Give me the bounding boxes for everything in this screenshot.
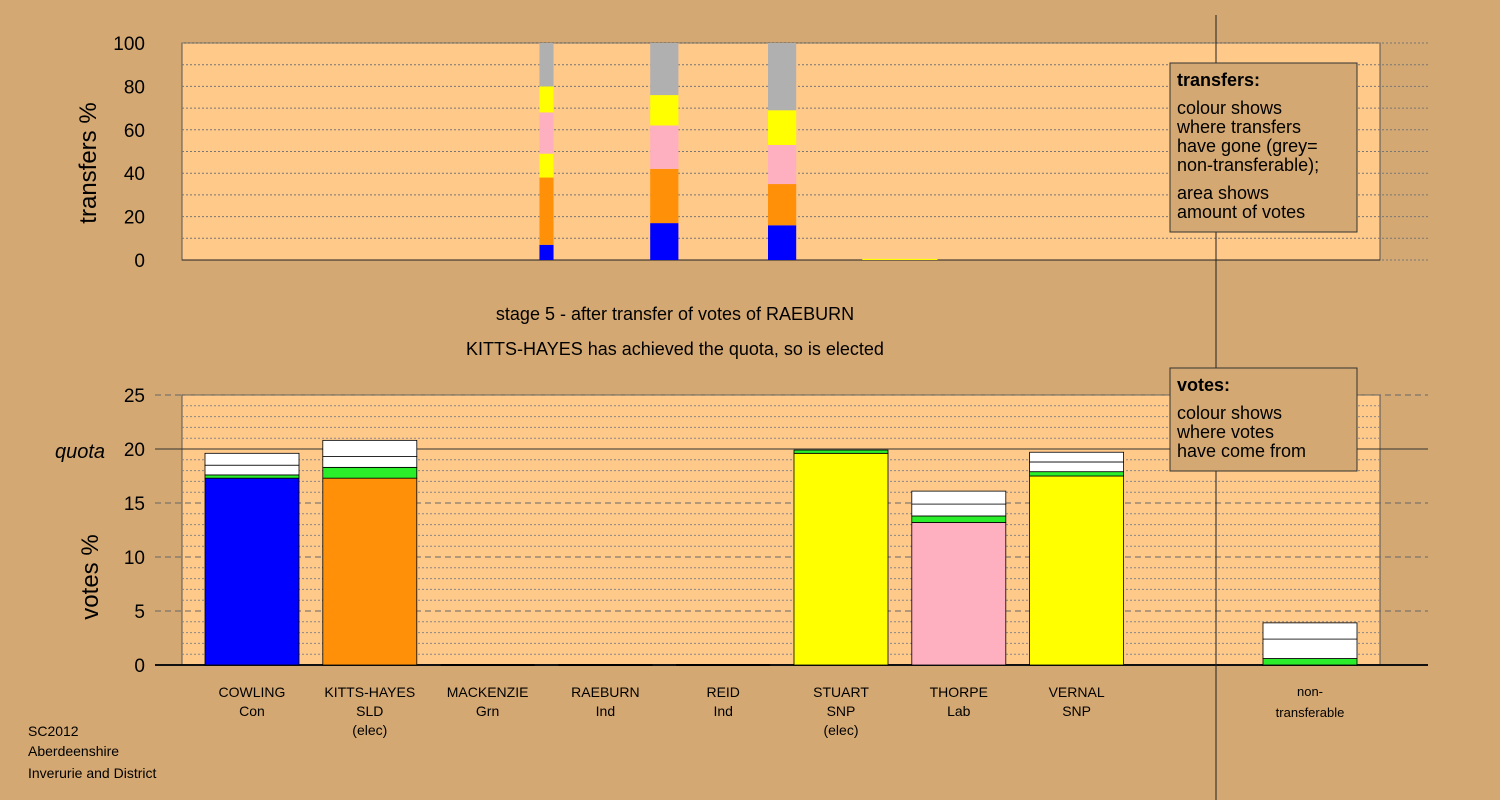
votes-y-tick: 25 [124,386,145,407]
transfers-y-tick: 40 [124,164,145,185]
election-id: SC2012 [28,723,79,739]
transfers-legend-line: area shows [1177,183,1269,203]
transfers-y-tick: 20 [124,208,145,229]
transfers-y-tick: 100 [113,34,145,55]
votes-legend-line: colour shows [1177,403,1282,423]
vote-segment [1262,622,1358,640]
vote-segment [1029,475,1124,666]
vote-segment [322,466,418,479]
candidate-status: (elec) [823,722,858,738]
transfer-segment [539,43,554,87]
vote-segment [911,522,1007,666]
transfers-y-tick: 0 [134,251,145,272]
votes-legend: votes: colour shows where votes have com… [1169,367,1358,472]
transfers-legend-line: non-transferable); [1177,155,1319,175]
candidate-party: SNP [827,703,856,719]
candidate-name: KITTS-HAYES [324,684,415,700]
transfer-segment [539,177,554,245]
transfers-legend-title: transfers: [1177,70,1260,90]
vote-segment [322,456,418,468]
transfer-segment [650,168,679,224]
transfers-legend-line: where transfers [1176,117,1301,137]
transfer-segment [539,153,554,178]
votes-bars [204,439,1358,666]
vote-segment [793,452,889,666]
transfer-segment [768,43,797,111]
candidate-name: THORPE [930,684,988,700]
axis-labels: 0 20 40 60 80 100 0 5 10 15 20 25 [113,34,145,677]
vote-segment [322,477,418,666]
transfer-segment [539,244,554,260]
candidate-party: Ind [596,703,615,719]
vote-segment [793,449,889,454]
transfer-segment [768,184,797,226]
candidate-name: REID [706,684,739,700]
transfer-segment [650,95,679,126]
candidate-party: Con [239,703,265,719]
transfers-y-axis-title: transfers % [75,102,102,223]
candidate-party: SNP [1062,703,1091,719]
ward-name: Inverurie and District [28,765,156,781]
vote-segment [322,439,418,457]
quota-label: quota [55,441,105,463]
transfer-segment [650,223,679,260]
vote-segment [204,477,300,666]
vote-segment [1029,461,1124,473]
candidate-party: Grn [476,703,499,719]
transfer-segment [539,112,554,154]
candidate-party: Ind [713,703,732,719]
candidate-labels: COWLING Con KITTS-HAYES SLD (elec) MACKENZIE G… [219,684,1105,738]
vote-segment [1029,451,1124,463]
candidate-status: (elec) [352,722,387,738]
transfers-y-tick: 80 [124,77,145,98]
vote-segment [911,490,1007,505]
transfer-segment [768,110,797,145]
candidate-name: COWLING [219,684,286,700]
transfers-legend-line: have gone (grey= [1177,136,1318,156]
vote-segment [1262,658,1358,666]
vote-segment [911,503,1007,517]
votes-y-tick: 10 [124,548,145,569]
transfer-segment [768,225,797,260]
candidate-name: STUART [813,684,869,700]
vote-segment [204,452,300,466]
votes-legend-line: where votes [1176,422,1274,442]
votes-y-tick: 20 [124,440,145,461]
council-name: Aberdeenshire [28,743,119,759]
transfers-legend-line: colour shows [1177,98,1282,118]
vote-segment [1262,638,1358,659]
transfers-y-tick: 60 [124,121,145,142]
votes-y-axis-title: votes % [77,534,104,619]
transfer-segment [768,144,797,185]
candidate-name: VERNAL [1049,684,1105,700]
transfer-segment [539,86,554,113]
stage-caption: stage 5 - after transfer of votes of RAE… [496,304,854,324]
nontransferable-label-line2: transferable [1276,705,1345,720]
candidate-party: SLD [356,703,383,719]
votes-legend-title: votes: [1177,375,1230,395]
candidate-party: Lab [947,703,971,719]
candidate-name: RAEBURN [571,684,639,700]
transfers-legend: transfers: colour shows where transfers … [1169,62,1358,233]
votes-legend-line: have come from [1177,441,1306,461]
transfer-segment [650,125,679,169]
vote-segment [1029,471,1124,477]
votes-y-tick: 5 [134,602,145,623]
elected-caption: KITTS-HAYES has achieved the quota, so i… [466,339,884,359]
vote-segment [204,474,300,479]
transfer-segment [862,258,938,260]
candidate-name: MACKENZIE [447,684,529,700]
transfers-legend-line: amount of votes [1177,202,1305,222]
nontransferable-label-line1: non- [1297,684,1323,699]
transfers-bars [539,43,938,260]
vote-segment [204,464,300,476]
vote-segment [911,515,1007,523]
votes-y-tick: 15 [124,494,145,515]
transfer-segment [650,43,679,96]
votes-y-tick: 0 [134,656,145,677]
